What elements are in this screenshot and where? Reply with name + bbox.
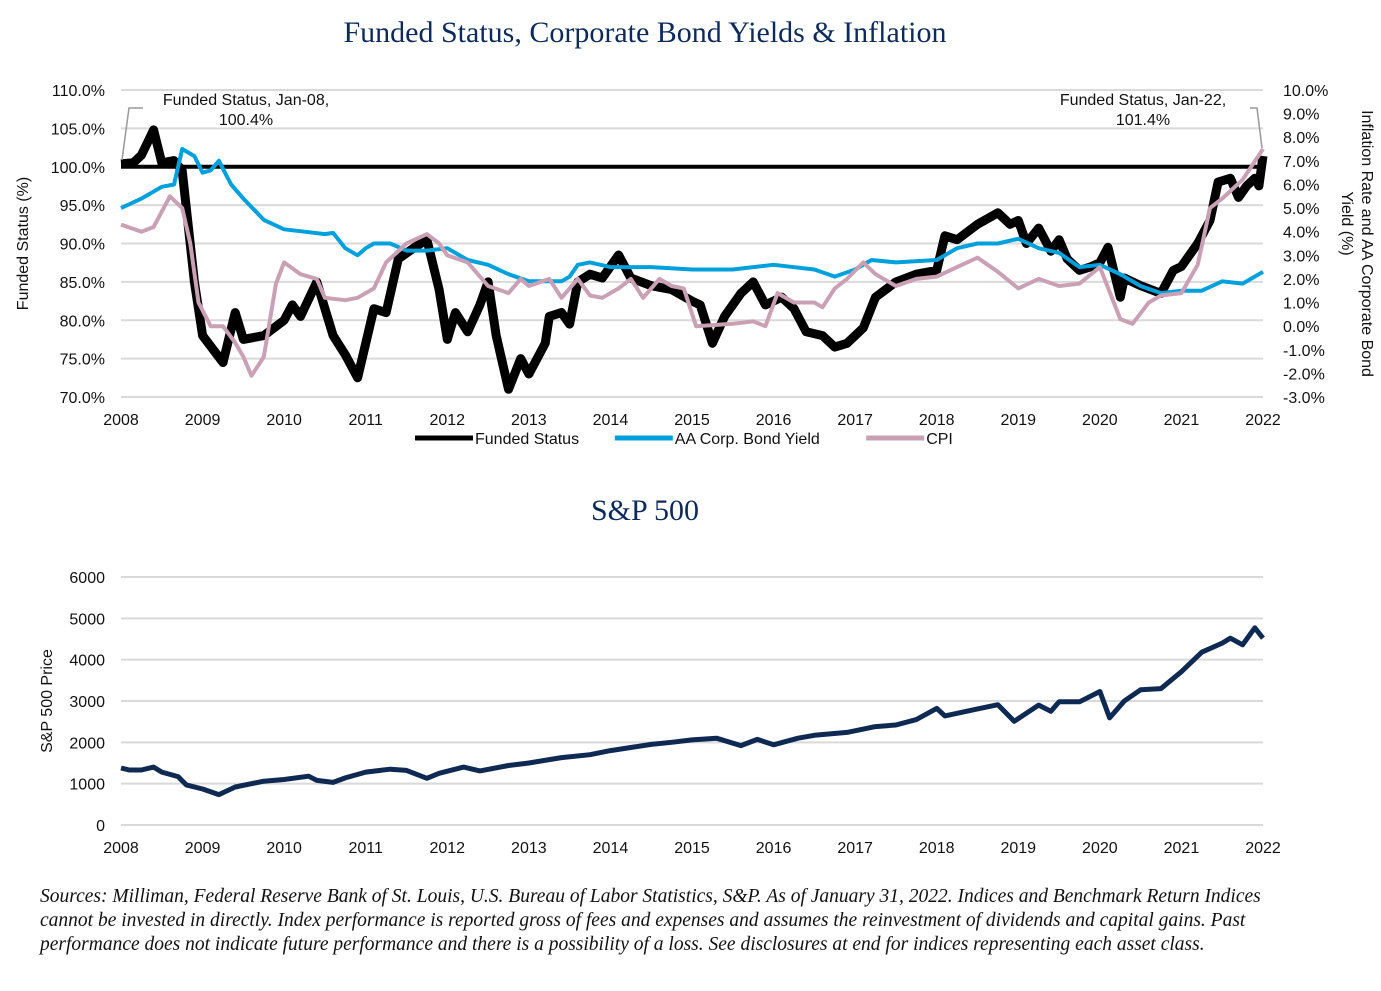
x-tick-label: 2018 — [919, 412, 955, 429]
x-tick-label: 2022 — [1245, 412, 1281, 429]
y-tick-label: 3000 — [69, 694, 105, 711]
x-tick-label: 2008 — [103, 840, 139, 857]
y-tick-label: 5000 — [69, 611, 105, 628]
y2-axis-title: Yield (%) — [1338, 191, 1355, 255]
y-tick-label: 2000 — [69, 735, 105, 752]
y-axis-title: Funded Status (%) — [15, 177, 32, 310]
x-tick-label: 2011 — [349, 412, 384, 429]
y-tick-label: 80.0% — [60, 313, 105, 330]
x-tick-label: 2010 — [266, 412, 302, 429]
annotation-jan08-value: 100.4% — [219, 112, 273, 129]
y2-tick-label: -2.0% — [1283, 366, 1325, 383]
annotation-jan22: Funded Status, Jan-22, — [1060, 92, 1226, 109]
x-tick-label: 2013 — [511, 840, 547, 857]
legend-label: CPI — [926, 431, 953, 448]
chart-title-sp500: S&P 500 — [590, 494, 700, 527]
y-tick-label: 85.0% — [60, 275, 105, 292]
y2-tick-label: 6.0% — [1283, 177, 1319, 194]
x-tick-label: 2021 — [1164, 412, 1200, 429]
x-tick-label: 2009 — [185, 840, 221, 857]
x-tick-label: 2019 — [1000, 412, 1036, 429]
y-tick-label: 90.0% — [60, 237, 105, 254]
y2-tick-label: 5.0% — [1283, 201, 1319, 218]
y-tick-label: 70.0% — [60, 390, 105, 407]
y-tick-label: 75.0% — [60, 352, 105, 369]
annotation-leader-line — [1250, 107, 1263, 149]
series-line-cpi — [120, 147, 1265, 378]
x-tick-label: 2018 — [919, 840, 955, 857]
y2-tick-label: 0.0% — [1283, 319, 1319, 336]
series-line-sp500 — [120, 625, 1265, 798]
annotation-jan22-value: 101.4% — [1116, 112, 1170, 129]
y2-axis-title: Inflation Rate and AA Corporate Bond — [1358, 110, 1375, 377]
x-tick-label: 2019 — [1000, 840, 1036, 857]
y2-tick-label: -3.0% — [1283, 390, 1325, 407]
footnote: Sources: Milliman, Federal Reserve Bank … — [40, 886, 1261, 955]
y-tick-label: 110.0% — [52, 83, 105, 100]
y-tick-label: 0 — [96, 818, 105, 835]
x-tick-label: 2020 — [1082, 840, 1118, 857]
y2-tick-label: 2.0% — [1283, 272, 1319, 289]
y2-tick-label: -1.0% — [1283, 343, 1325, 360]
x-tick-label: 2021 — [1164, 840, 1200, 857]
x-tick-label: 2010 — [266, 840, 302, 857]
y2-tick-label: 9.0% — [1283, 107, 1319, 124]
x-tick-label: 2022 — [1245, 840, 1281, 857]
y2-tick-label: 1.0% — [1283, 296, 1319, 313]
legend-label: Funded Status — [475, 431, 579, 448]
x-tick-label: 2020 — [1082, 412, 1118, 429]
x-tick-label: 2011 — [349, 840, 384, 857]
y2-tick-label: 4.0% — [1283, 225, 1319, 242]
x-tick-label: 2012 — [429, 840, 465, 857]
y-tick-label: 4000 — [69, 653, 105, 670]
x-tick-label: 2017 — [837, 412, 873, 429]
y-tick-label: 100.0% — [51, 160, 105, 177]
y-tick-label: 6000 — [69, 570, 105, 587]
y2-tick-label: 8.0% — [1283, 130, 1319, 147]
x-tick-label: 2016 — [756, 840, 792, 857]
y-tick-label: 105.0% — [51, 121, 105, 138]
y-axis-title: S&P 500 Price — [39, 649, 56, 753]
x-tick-label: 2008 — [103, 412, 139, 429]
x-tick-label: 2013 — [511, 412, 547, 429]
y-tick-label: 95.0% — [60, 198, 105, 215]
y-tick-label: 1000 — [69, 777, 105, 794]
x-tick-label: 2014 — [593, 840, 629, 857]
series-line-funded-status — [120, 125, 1268, 394]
y2-tick-label: 7.0% — [1283, 154, 1319, 171]
chart-title-funded: Funded Status, Corporate Bond Yields & I… — [343, 16, 947, 49]
x-tick-label: 2009 — [185, 412, 221, 429]
x-tick-label: 2017 — [837, 840, 873, 857]
legend-label: AA Corp. Bond Yield — [675, 431, 820, 448]
x-tick-label: 2014 — [593, 412, 629, 429]
annotation-leader-line — [121, 107, 143, 161]
x-tick-label: 2012 — [429, 412, 465, 429]
y2-tick-label: 3.0% — [1283, 248, 1319, 265]
x-tick-label: 2015 — [674, 412, 710, 429]
series-line-aa-corp-bond-yield — [120, 147, 1265, 296]
y2-tick-label: 10.0% — [1283, 83, 1328, 100]
x-tick-label: 2016 — [756, 412, 792, 429]
x-tick-label: 2015 — [674, 840, 710, 857]
annotation-jan08: Funded Status, Jan-08, — [163, 92, 329, 109]
